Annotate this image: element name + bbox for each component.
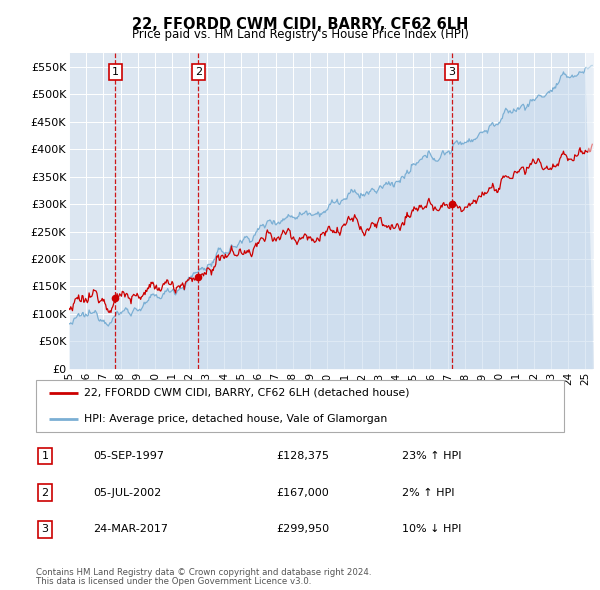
Text: Price paid vs. HM Land Registry's House Price Index (HPI): Price paid vs. HM Land Registry's House … <box>131 28 469 41</box>
Text: 05-JUL-2002: 05-JUL-2002 <box>93 488 161 497</box>
Text: 3: 3 <box>448 67 455 77</box>
Text: 2: 2 <box>41 488 49 497</box>
Text: 1: 1 <box>41 451 49 461</box>
Text: This data is licensed under the Open Government Licence v3.0.: This data is licensed under the Open Gov… <box>36 578 311 586</box>
Text: 24-MAR-2017: 24-MAR-2017 <box>93 525 168 534</box>
Text: HPI: Average price, detached house, Vale of Glamorgan: HPI: Average price, detached house, Vale… <box>83 414 387 424</box>
Text: 23% ↑ HPI: 23% ↑ HPI <box>402 451 461 461</box>
Text: 05-SEP-1997: 05-SEP-1997 <box>93 451 164 461</box>
Text: 2: 2 <box>195 67 202 77</box>
Text: 10% ↓ HPI: 10% ↓ HPI <box>402 525 461 534</box>
Text: 22, FFORDD CWM CIDI, BARRY, CF62 6LH: 22, FFORDD CWM CIDI, BARRY, CF62 6LH <box>132 17 468 31</box>
Text: Contains HM Land Registry data © Crown copyright and database right 2024.: Contains HM Land Registry data © Crown c… <box>36 568 371 577</box>
Text: 2% ↑ HPI: 2% ↑ HPI <box>402 488 455 497</box>
Polygon shape <box>586 53 594 369</box>
Text: 1: 1 <box>112 67 119 77</box>
Text: £299,950: £299,950 <box>276 525 329 534</box>
Text: £167,000: £167,000 <box>276 488 329 497</box>
Text: 22, FFORDD CWM CIDI, BARRY, CF62 6LH (detached house): 22, FFORDD CWM CIDI, BARRY, CF62 6LH (de… <box>83 388 409 398</box>
Text: 3: 3 <box>41 525 49 534</box>
Text: £128,375: £128,375 <box>276 451 329 461</box>
